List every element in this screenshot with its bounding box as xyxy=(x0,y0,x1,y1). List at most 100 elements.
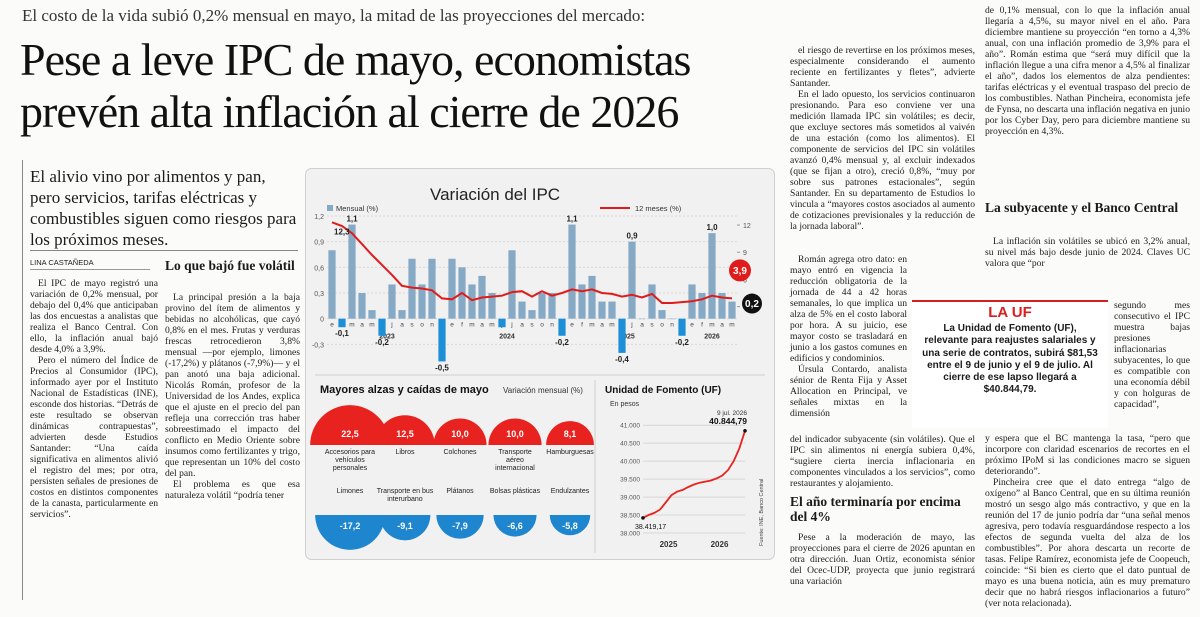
column: el riesgo de revertirse en los próximos … xyxy=(790,45,975,232)
bubble-value-label: -9,1 xyxy=(397,521,413,531)
y-tick-label: 1,2 xyxy=(314,214,324,221)
x-tick-label: f xyxy=(701,322,703,329)
headline: Pese a leve IPC de mayo, economistas pre… xyxy=(20,34,691,138)
legend-label: Mensual (%) xyxy=(336,204,379,213)
x-tick-label: m xyxy=(469,322,474,329)
kicker: El costo de la vida subió 0,2% mensual e… xyxy=(22,6,646,25)
column: Pese a la moderación de mayo, las proyec… xyxy=(790,532,975,587)
column: y espera que el BC mantenga la tasa, “pe… xyxy=(985,433,1190,609)
x-tick-label: m xyxy=(349,322,354,329)
bubble xyxy=(549,515,591,536)
bubble-label: Endulzantes xyxy=(551,488,590,495)
bar xyxy=(648,284,656,319)
x-tick-label: m xyxy=(729,322,734,329)
bubble xyxy=(488,418,542,445)
bar xyxy=(588,275,596,319)
y-tick-label: 39.500 xyxy=(620,477,640,484)
bar-value-label: -0,4 xyxy=(615,355,629,364)
bar xyxy=(678,318,686,336)
column: segundo mes consecutivo el IPC muestra b… xyxy=(1114,300,1190,410)
x-tick-label: j xyxy=(390,322,392,329)
chart-subtitle: En pesos xyxy=(610,401,640,408)
paragraph: En el lado opuesto, los servicios contin… xyxy=(790,89,975,232)
y-tick-label: 38.000 xyxy=(620,531,640,538)
bubble-value-label: -5,8 xyxy=(562,521,578,531)
bubble xyxy=(310,405,390,445)
bar-value-label: -0,2 xyxy=(675,338,689,347)
y-tick-label: 40.500 xyxy=(620,441,640,448)
callout xyxy=(729,259,751,282)
x-tick-label: m xyxy=(369,322,374,329)
bar xyxy=(518,301,526,319)
x-tick-label: m xyxy=(709,322,714,329)
y-tick-label: 0,3 xyxy=(314,291,324,298)
y-tick-label: 39.000 xyxy=(620,495,640,502)
headline-line: prevén alta inflación al cierre de 2026 xyxy=(20,86,679,137)
x-tick-label: a xyxy=(400,322,404,329)
x-tick-label: a xyxy=(720,322,724,329)
x-tick-label: m xyxy=(609,322,614,329)
bar xyxy=(538,293,546,319)
bar xyxy=(698,293,706,319)
point xyxy=(641,516,645,520)
annotation: 9 jul. 2026 xyxy=(717,410,747,417)
bar xyxy=(608,301,616,319)
rule xyxy=(30,250,298,251)
y-tick-label: 0,9 xyxy=(314,240,324,247)
x-tick-label: 2026 xyxy=(711,540,729,549)
box-label: LA UF xyxy=(988,304,1032,321)
bar xyxy=(578,284,586,319)
x-tick-label: o xyxy=(660,322,664,329)
infographic-panel xyxy=(305,168,775,560)
subheading: Lo que bajó fue volátil xyxy=(165,258,295,273)
bubble-value-label: -6,6 xyxy=(507,521,523,531)
chart-title: Unidad de Fomento (UF) xyxy=(605,385,721,396)
x-tick-label: n xyxy=(550,322,554,329)
bar xyxy=(348,224,356,319)
year-label: 2024 xyxy=(499,334,515,341)
y-tick-label: 38.500 xyxy=(620,513,640,520)
y-tick-label: -0,3 xyxy=(312,342,324,349)
bubble-value-label: 12,5 xyxy=(396,429,414,439)
bar xyxy=(558,318,566,336)
x-tick-label: o xyxy=(420,322,424,329)
callout xyxy=(742,293,762,314)
paragraph: Pese a la moderación de mayo, las proyec… xyxy=(790,532,975,587)
bar xyxy=(708,233,716,319)
bar xyxy=(528,310,536,319)
bubble xyxy=(379,515,431,541)
line-value-label: 12,3 xyxy=(334,227,350,236)
bubble-label: Limones xyxy=(337,488,364,495)
lead: El alivio vino por alimentos y pan, pero… xyxy=(30,167,297,249)
paragraph: Pincheira cree que el dato entrega “algo… xyxy=(985,477,1190,609)
paragraph: segundo mes consecutivo el IPC muestra b… xyxy=(1114,300,1190,410)
column: Román agrega otro dato: en mayo entró en… xyxy=(790,254,907,419)
bar xyxy=(668,318,676,320)
source: Fuente: INE, Banco Central xyxy=(759,479,765,546)
bar xyxy=(468,284,476,319)
bubble xyxy=(315,515,385,550)
chart-title: Variación del IPC xyxy=(430,185,560,204)
bubble-label: Libros xyxy=(395,449,415,456)
bar xyxy=(438,318,446,362)
x-tick-label: m xyxy=(589,322,594,329)
paragraph: Úrsula Contardo, analista sénior de Rent… xyxy=(790,364,907,419)
bubble xyxy=(493,515,537,537)
bubble-label: Bolsas plásticas xyxy=(490,488,541,495)
paragraph: El problema es que esa naturaleza voláti… xyxy=(165,479,300,501)
bubble-value-label: -17,2 xyxy=(340,521,361,531)
y-tick-label: 0 xyxy=(320,317,324,324)
bar xyxy=(728,301,736,319)
bubble-value-label: 10,0 xyxy=(506,429,524,439)
x-tick-label: j xyxy=(510,322,512,329)
bar xyxy=(508,250,516,319)
bar xyxy=(408,258,416,319)
bar-value-label: 1,1 xyxy=(346,215,358,224)
x-tick-label: s xyxy=(650,322,654,329)
y-tick-label: 41.000 xyxy=(620,423,640,430)
bar xyxy=(598,301,606,319)
legend-label: 12 meses (%) xyxy=(635,204,682,213)
bar-value-label: -0,2 xyxy=(555,338,569,347)
y-tick-label: 40.000 xyxy=(620,459,640,466)
